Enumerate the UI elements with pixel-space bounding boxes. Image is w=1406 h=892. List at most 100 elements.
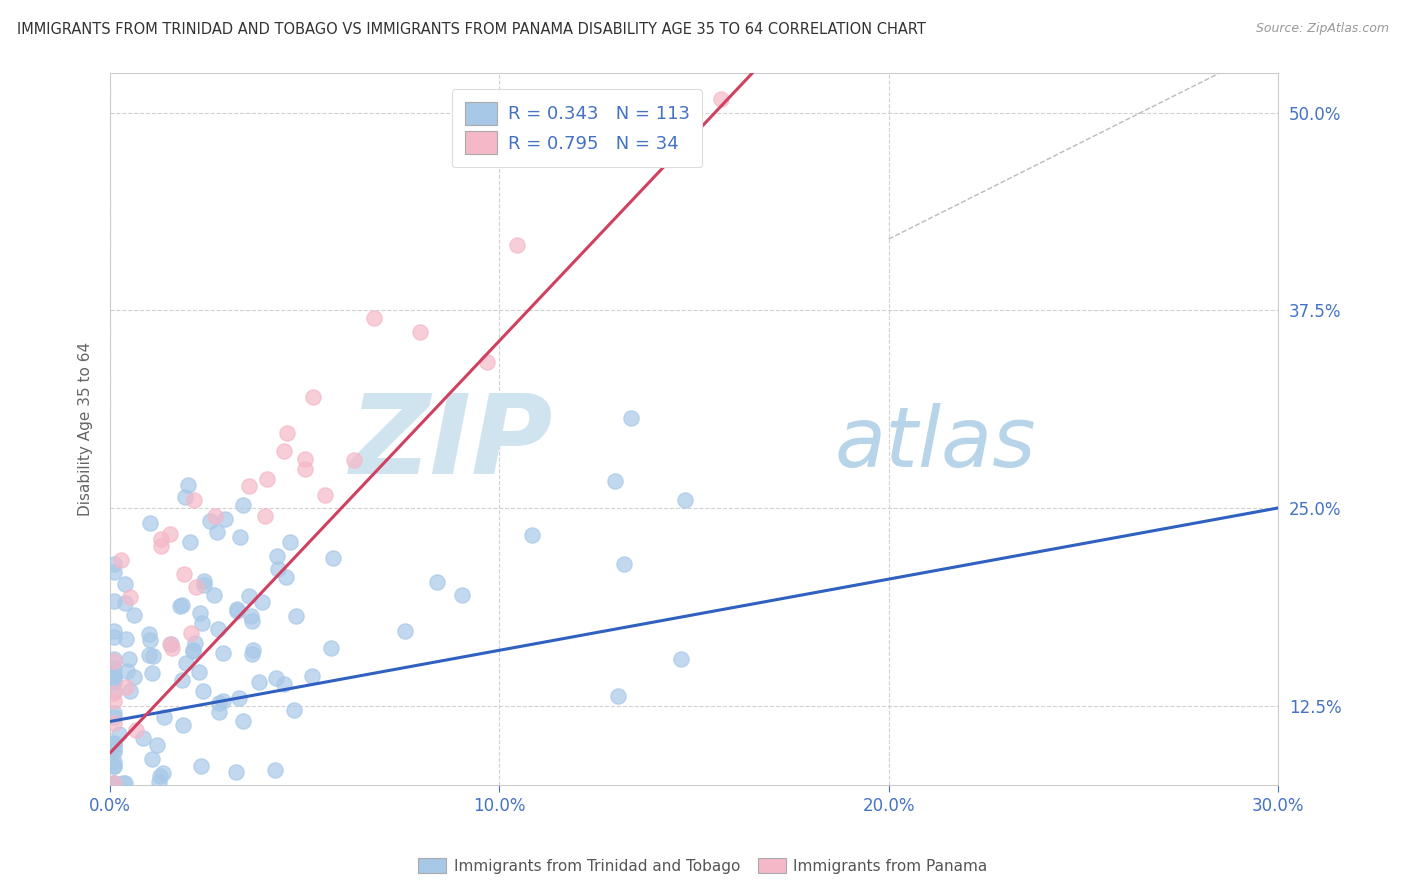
Point [186,580,208,594]
Point [319,641,342,656]
Point [212,693,235,707]
Point [103,776,125,790]
Point [173,490,195,504]
Point [181,644,204,658]
Point [228,691,250,706]
Point [232,714,254,728]
Point [267,562,290,576]
Point [181,642,204,657]
Point [103,694,125,708]
Point [475,355,498,369]
Point [103,630,125,644]
Text: IMMIGRANTS FROM TRINIDAD AND TOBAGO VS IMMIGRANTS FROM PANAMA DISABILITY AGE 35 : IMMIGRANTS FROM TRINIDAD AND TOBAGO VS I… [17,22,925,37]
Point [229,530,252,544]
Point [146,738,169,752]
Point [190,616,212,631]
Text: atlas: atlas [834,402,1036,483]
Point [103,745,125,759]
Point [170,598,193,612]
Point [208,696,231,710]
Point [283,703,305,717]
Point [214,512,236,526]
Point [207,622,229,636]
Point [710,92,733,106]
Point [103,686,125,700]
Legend: R = 0.343   N = 113, R = 0.795   N = 34: R = 0.343 N = 113, R = 0.795 N = 34 [451,89,703,167]
Point [193,577,215,591]
Point [363,310,385,325]
Point [232,498,254,512]
Point [212,646,235,660]
Point [114,576,136,591]
Point [103,673,125,687]
Point [451,588,474,602]
Point [225,764,247,779]
Point [322,550,344,565]
Point [190,759,212,773]
Point [103,673,125,688]
Point [240,647,263,661]
Point [256,472,278,486]
Point [200,514,222,528]
Point [225,604,247,618]
Point [273,444,295,458]
Point [152,766,174,780]
Point [122,670,145,684]
Point [343,453,366,467]
Point [150,533,173,547]
Point [103,710,125,724]
Point [115,680,138,694]
Point [314,488,336,502]
Point [103,776,125,790]
Point [205,525,228,540]
Point [138,648,160,662]
Text: ZIP: ZIP [350,390,554,497]
Point [172,718,194,732]
Point [103,759,125,773]
Point [520,528,543,542]
Point [153,710,176,724]
Point [103,594,125,608]
Point [103,776,125,790]
Point [114,632,136,646]
Point [115,664,138,678]
Point [184,635,207,649]
Point [179,535,201,549]
Point [142,649,165,664]
Point [103,667,125,681]
Point [242,614,264,628]
Point [180,625,202,640]
Point [276,426,298,441]
Point [114,595,136,609]
Point [103,684,125,698]
Point [620,411,643,425]
Point [103,558,125,572]
Point [264,671,287,685]
Point [238,479,260,493]
Point [273,677,295,691]
Point [103,660,125,674]
Point [159,637,181,651]
Point [173,567,195,582]
Point [114,776,136,790]
Point [264,763,287,777]
Point [188,606,211,620]
Point [139,516,162,530]
Point [673,493,696,508]
Point [117,652,139,666]
Point [141,665,163,680]
Point [103,735,125,749]
Point [138,626,160,640]
Point [294,461,316,475]
Point [120,590,142,604]
Point [613,557,636,571]
Text: Source: ZipAtlas.com: Source: ZipAtlas.com [1256,22,1389,36]
Point [122,607,145,622]
Point [266,549,288,564]
Point [103,755,125,769]
Point [603,475,626,489]
Point [177,478,200,492]
Point [183,492,205,507]
Point [124,723,146,737]
Point [132,731,155,746]
